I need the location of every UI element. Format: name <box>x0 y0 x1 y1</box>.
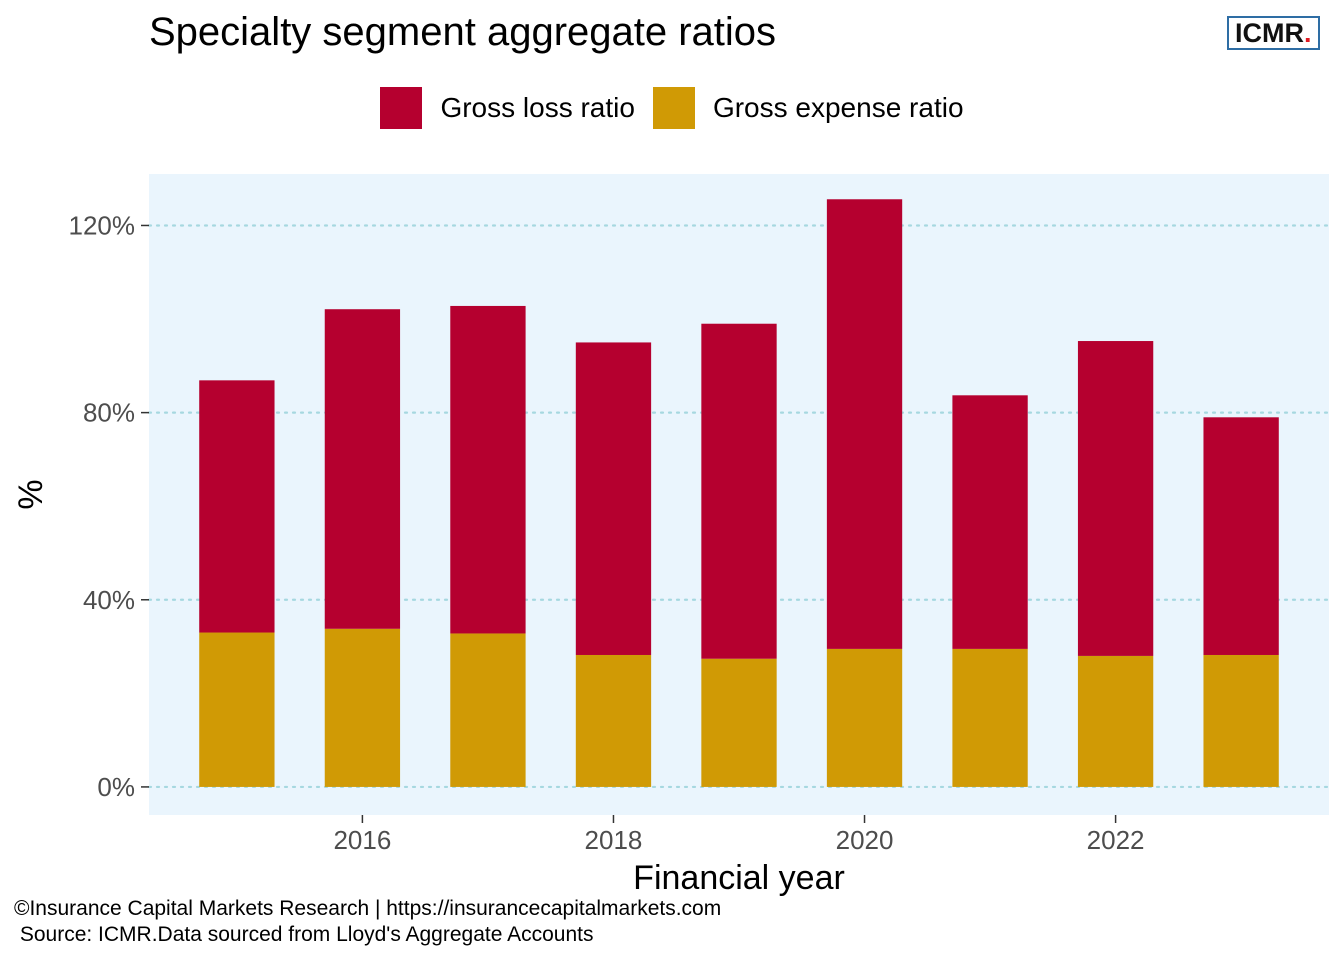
bar-2017-expense <box>450 633 526 787</box>
bar-2016-expense <box>324 628 401 787</box>
bar-2022-expense <box>1077 655 1154 787</box>
bar-2016-loss <box>324 309 401 629</box>
legend-swatch-expense <box>652 87 695 129</box>
bar-2021-expense <box>952 648 1028 787</box>
x-tick-label-2020: 2020 <box>836 825 894 855</box>
bar-2020-expense <box>826 648 903 787</box>
chart-title: Specialty segment aggregate ratios <box>149 10 777 54</box>
bar-2022-loss <box>1077 341 1154 656</box>
icmr-logo: ICMR. <box>1227 16 1320 50</box>
footer-copyright: ©Insurance Capital Markets Research | ht… <box>14 897 722 920</box>
y-tick-label-120: 120% <box>69 210 136 240</box>
legend-item-expense: Gross expense ratio <box>652 87 964 129</box>
footer-source: Source: ICMR.Data sourced from Lloyd's A… <box>14 923 594 946</box>
x-tick-label-2016: 2016 <box>333 825 391 855</box>
bar-2019-expense <box>701 658 777 787</box>
bar-2020-loss <box>826 199 903 649</box>
bar-2019-loss <box>701 323 777 659</box>
bar-2021-loss <box>952 395 1028 649</box>
y-tick-label-80: 80% <box>83 398 135 428</box>
bar-2023-expense <box>1203 654 1279 787</box>
legend-label-expense: Gross expense ratio <box>712 92 964 123</box>
logo-text: ICMR <box>1235 17 1304 48</box>
x-axis-label: Financial year <box>633 859 845 897</box>
legend-item-loss: Gross loss ratio <box>380 87 635 129</box>
bar-2018-loss <box>575 342 652 655</box>
bar-2018-expense <box>575 654 652 787</box>
legend: Gross loss ratio Gross expense ratio <box>0 87 1344 129</box>
logo-dot: . <box>1304 17 1312 48</box>
legend-label-loss: Gross loss ratio <box>440 92 635 123</box>
y-tick-label-40: 40% <box>83 585 135 615</box>
y-axis: 0% 40% 80% 120% <box>69 210 149 802</box>
x-tick-label-2022: 2022 <box>1087 825 1145 855</box>
y-tick-label-0: 0% <box>97 772 135 802</box>
y-axis-label: % <box>12 479 50 509</box>
x-tick-label-2018: 2018 <box>585 825 643 855</box>
bars <box>199 199 1279 787</box>
bar-2015-expense <box>199 632 275 787</box>
bar-2023-loss <box>1203 417 1279 655</box>
x-axis: 2016 2018 2020 2022 <box>333 815 1145 855</box>
legend-swatch-loss <box>380 87 423 129</box>
bar-2017-loss <box>450 305 526 634</box>
bar-2015-loss <box>199 380 275 633</box>
